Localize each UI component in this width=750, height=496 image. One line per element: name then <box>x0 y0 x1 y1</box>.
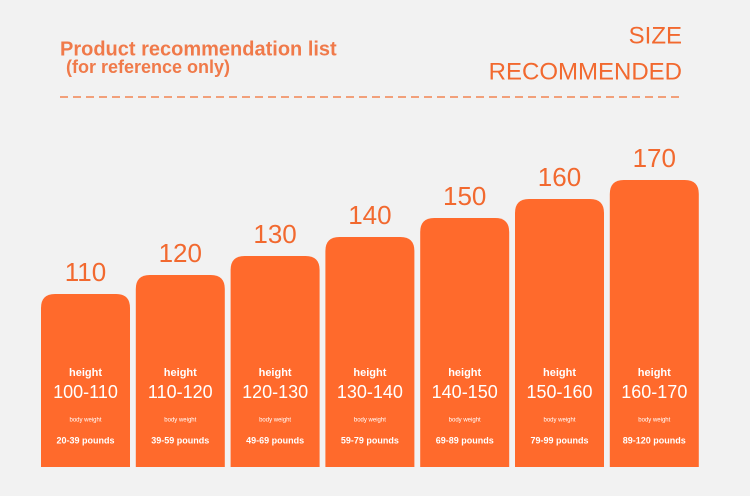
weight-range: 59-79 pounds <box>341 435 399 445</box>
size-label: 160 <box>538 162 581 192</box>
height-range: 110-120 <box>148 382 213 402</box>
size-label: 170 <box>633 143 676 173</box>
height-range: 140-150 <box>432 382 498 402</box>
height-range: 150-160 <box>526 382 592 402</box>
size-label: 120 <box>159 238 202 268</box>
weight-range: 79-99 pounds <box>530 435 588 445</box>
weight-label: body weight <box>164 418 196 424</box>
height-label: height <box>543 367 576 379</box>
size-label: 130 <box>253 219 296 249</box>
weight-range: 49-69 pounds <box>246 435 304 445</box>
height-range: 130-140 <box>337 382 403 402</box>
weight-range: 20-39 pounds <box>56 435 114 445</box>
weight-label: body weight <box>69 418 101 424</box>
height-label: height <box>164 367 197 379</box>
weight-range: 39-59 pounds <box>151 435 209 445</box>
weight-label: body weight <box>638 418 670 424</box>
badge-line: RECOMMENDED <box>489 58 682 85</box>
size-column <box>135 275 225 467</box>
weight-label: body weight <box>449 418 481 424</box>
height-label: height <box>69 367 102 379</box>
weight-range: 89-120 pounds <box>623 435 686 445</box>
height-label: height <box>448 367 481 379</box>
title: Product recommendation list <box>60 38 337 60</box>
size-column <box>515 199 604 467</box>
size-column <box>325 237 415 467</box>
size-column <box>609 180 699 467</box>
size-column <box>41 294 130 467</box>
size-label: 110 <box>65 257 106 287</box>
size-label: 150 <box>443 181 486 211</box>
size-column <box>230 256 320 467</box>
badge-line: SIZE <box>629 22 682 49</box>
subtitle: (for reference only) <box>66 57 230 77</box>
height-label: height <box>259 367 292 379</box>
height-label: height <box>353 367 386 379</box>
weight-range: 69-89 pounds <box>436 435 494 445</box>
size-column <box>420 218 510 467</box>
height-range: 160-170 <box>621 382 687 402</box>
height-label: height <box>638 367 671 379</box>
weight-label: body weight <box>543 418 575 424</box>
weight-label: body weight <box>259 418 291 424</box>
weight-label: body weight <box>354 418 386 424</box>
height-range: 120-130 <box>242 382 308 402</box>
size-label: 140 <box>348 200 391 230</box>
height-range: 100-110 <box>53 382 118 402</box>
